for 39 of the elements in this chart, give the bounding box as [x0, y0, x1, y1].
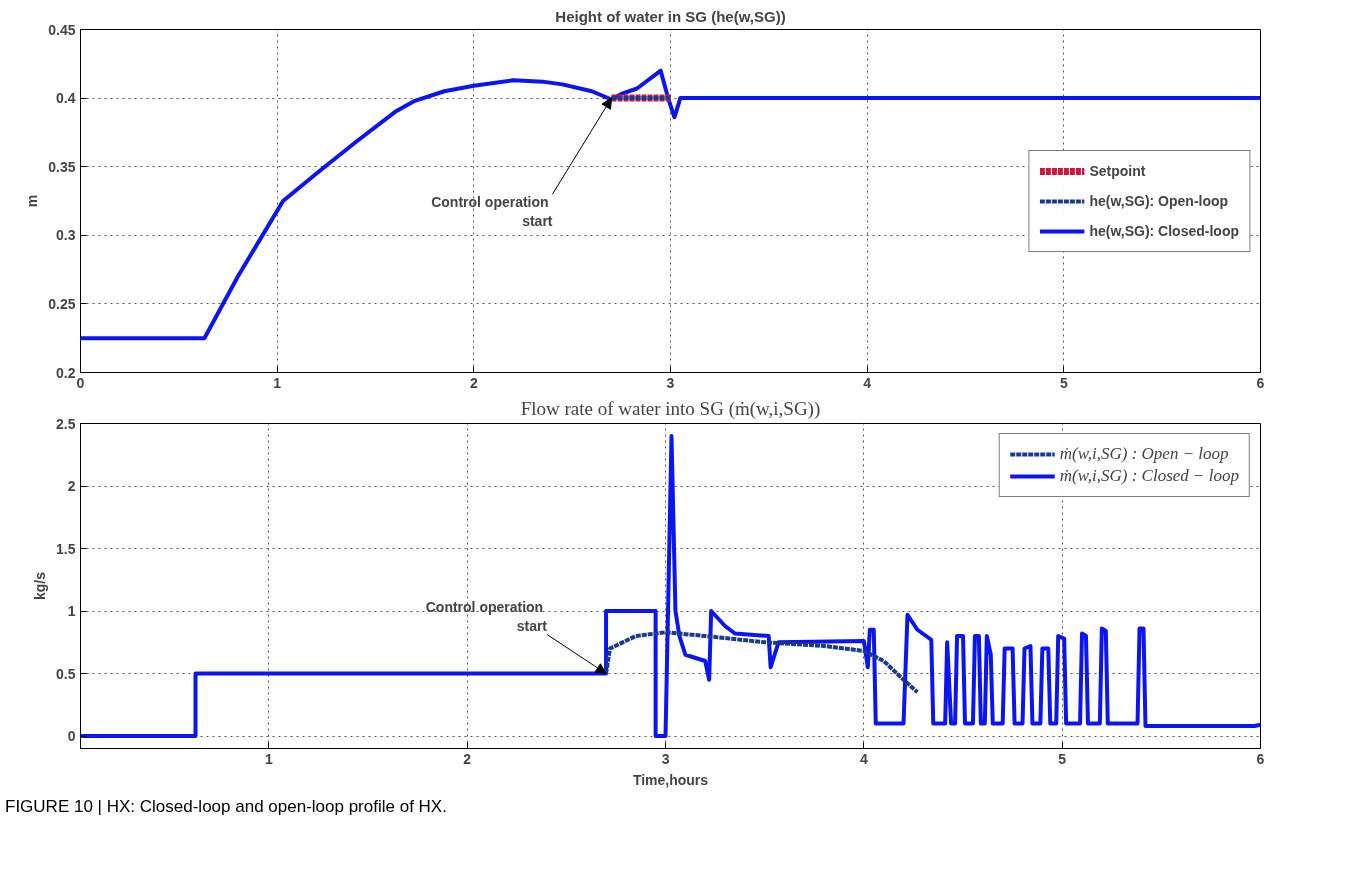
y-axis-title: m — [24, 194, 41, 208]
y-tick-label: 0.45 — [48, 21, 76, 38]
x-tick-label: 6 — [1256, 374, 1265, 391]
x-tick-label: 4 — [863, 374, 872, 391]
x-tick-label: 2 — [463, 750, 472, 767]
y-tick-label: 0.4 — [56, 90, 76, 107]
y-tick-label: 0.3 — [56, 227, 76, 244]
x-tick-label: 1 — [265, 750, 274, 767]
x-tick-label: 3 — [661, 750, 670, 767]
y-tick-label: 2 — [67, 478, 76, 494]
x-tick-label: 3 — [666, 374, 675, 391]
caption: FIGURE 10 | HX: Closed-loop and open-loop profile of HX. — [5, 796, 447, 818]
legend-label: ṁ(w,i,SG) : Closed − loop — [1059, 466, 1239, 486]
x-tick-label: 2 — [469, 374, 478, 391]
legend-label: ṁ(w,i,SG) : Open − loop — [1059, 444, 1229, 464]
chart-title: Flow rate of water into SG (ṁ(w,i,SG)) — [520, 397, 821, 420]
y-tick-label: 1 — [67, 603, 76, 619]
y-tick-label: 0.5 — [56, 665, 76, 682]
y-tick-label: 0.25 — [48, 295, 76, 312]
y-tick-label: 0.2 — [56, 364, 76, 381]
y-tick-label: 0.35 — [48, 158, 76, 175]
annotation: Control operation start — [425, 599, 548, 635]
line-series — [80, 68, 1261, 341]
y-axis-title: kg/s — [32, 571, 49, 601]
annotation: Control operation start — [431, 194, 553, 230]
y-tick-label: 0 — [67, 728, 76, 744]
y-tick-label: 2.5 — [56, 415, 76, 432]
legend-label: he(w,SG): Open-loop — [1089, 192, 1229, 209]
legend-label: he(w,SG): Closed-loop — [1089, 222, 1239, 239]
chart-title: Height of water in SG (he(w,SG)) — [555, 7, 786, 25]
x-axis-title: Time,hours — [632, 771, 709, 788]
y-tick-label: 1.5 — [56, 540, 76, 557]
line-series — [80, 434, 1261, 738]
x-tick-label: 6 — [1256, 750, 1265, 767]
legend-label: Setpoint — [1089, 162, 1146, 179]
x-tick-label: 5 — [1058, 750, 1067, 767]
x-tick-label: 1 — [273, 374, 282, 391]
x-tick-label: 5 — [1059, 374, 1068, 391]
x-tick-label: 4 — [859, 750, 868, 767]
